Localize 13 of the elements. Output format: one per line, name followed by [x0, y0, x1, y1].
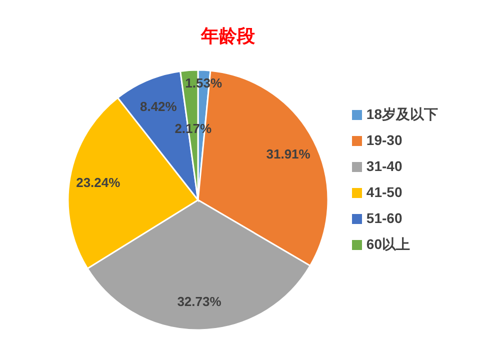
legend-label: 31-40 — [366, 158, 402, 174]
data-label: 2.17% — [174, 121, 212, 136]
data-label: 31.91% — [266, 146, 311, 162]
data-label: 23.24% — [76, 174, 121, 190]
data-label: 8.42% — [140, 99, 178, 114]
data-label: 32.73% — [177, 294, 222, 309]
legend-label: 41-50 — [366, 184, 402, 200]
chart-title: 年龄段 — [200, 26, 256, 46]
data-label: 1.53% — [185, 76, 222, 91]
legend-label: 18岁及以下 — [366, 106, 438, 122]
legend-label: 60以上 — [366, 236, 410, 252]
legend-label: 19-30 — [366, 132, 402, 148]
legend-label: 51-60 — [366, 210, 402, 226]
